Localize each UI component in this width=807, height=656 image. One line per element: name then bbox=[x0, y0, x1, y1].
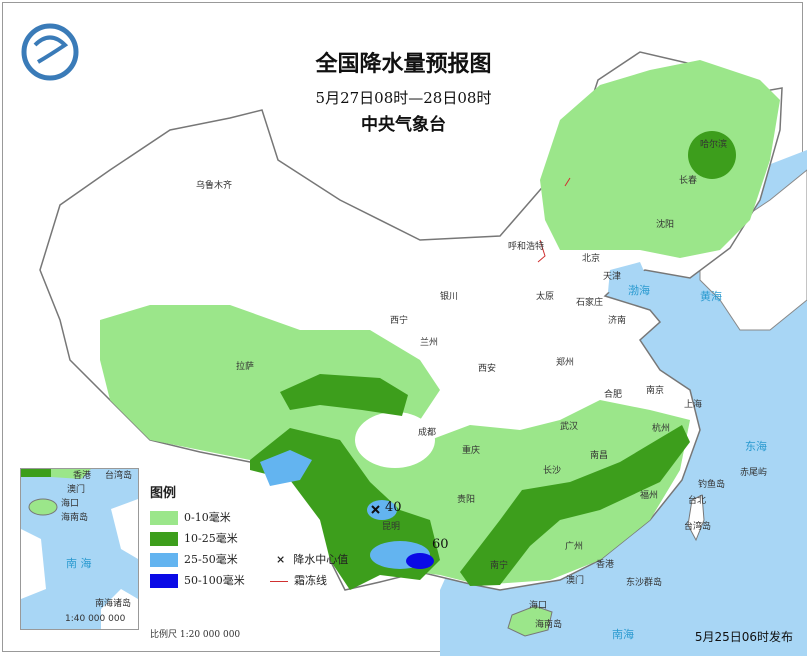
city-label: 台北 bbox=[688, 496, 707, 506]
city-label: 长沙 bbox=[543, 466, 562, 476]
legend-label: 霜冻线 bbox=[294, 574, 327, 587]
city-label: 呼和浩特 bbox=[508, 242, 545, 252]
legend-label: 50-100毫米 bbox=[184, 574, 245, 587]
city-label: 乌鲁木齐 bbox=[196, 181, 233, 191]
legend-item: 50-100毫米 bbox=[150, 573, 245, 589]
city-label: 拉萨 bbox=[236, 362, 255, 372]
city-label: 海口 bbox=[529, 601, 548, 611]
city-label: 东沙群岛 bbox=[626, 578, 663, 588]
inset-sea-label: 南 海 bbox=[66, 557, 92, 570]
south-china-sea-inset: 香港 台湾岛 澳门 海口 海南岛 南 海 南海诸岛 1:40 000 000 bbox=[20, 468, 139, 630]
dry-gap-sichuan bbox=[355, 412, 435, 468]
legend-swatch bbox=[150, 532, 178, 546]
city-label: 钓鱼岛 bbox=[698, 480, 726, 490]
legend-frost-line: 霜冻线 bbox=[270, 573, 327, 589]
city-label: 长春 bbox=[679, 176, 698, 186]
forecast-period: 5月27日08时—28日08时 bbox=[315, 89, 492, 107]
rain-center-value: 40 bbox=[385, 500, 402, 515]
city-label: 赤尾屿 bbox=[740, 468, 768, 478]
sea-label: 南海 bbox=[612, 628, 634, 641]
city-label: 福州 bbox=[640, 491, 659, 501]
city-label: 海南岛 bbox=[535, 620, 563, 630]
legend-label: 降水中心值 bbox=[293, 553, 349, 566]
rain-10-25-harbin bbox=[688, 131, 736, 179]
inset-scale: 1:40 000 000 bbox=[65, 614, 126, 624]
hainan-island bbox=[507, 605, 553, 637]
legend-label: 10-25毫米 bbox=[184, 532, 238, 545]
city-label: 上海 bbox=[684, 400, 703, 410]
frost-line bbox=[537, 177, 571, 263]
city-label: 南京 bbox=[646, 386, 665, 396]
inset-map bbox=[21, 469, 138, 629]
inset-name: 南海诸岛 bbox=[95, 599, 132, 609]
rain-25-50-tibet bbox=[260, 450, 312, 486]
city-label: 济南 bbox=[608, 316, 627, 326]
rain-50-100-yunnan-south bbox=[406, 553, 434, 569]
rain-center-value: 60 bbox=[432, 537, 449, 552]
legend-swatch bbox=[150, 511, 178, 525]
inset-label: 海南岛 bbox=[61, 513, 89, 523]
rain-10-25-southeast-band bbox=[460, 425, 690, 586]
city-label: 沈阳 bbox=[656, 220, 675, 230]
legend: 图例 0-10毫米 10-25毫米 25-50毫米 50-100毫米 × 降水中心值 … bbox=[150, 486, 350, 596]
city-label: 南昌 bbox=[590, 451, 609, 461]
inset-label: 台湾岛 bbox=[105, 471, 133, 481]
city-label: 哈尔滨 bbox=[700, 140, 728, 150]
legend-item: 25-50毫米 bbox=[150, 552, 238, 568]
legend-center-marker: × 降水中心值 bbox=[276, 552, 348, 568]
inset-label: 澳门 bbox=[67, 485, 86, 495]
rain-0-10-northeast bbox=[540, 60, 780, 258]
rain-center-marker-icon bbox=[371, 505, 380, 514]
issuer: 中央气象台 bbox=[361, 115, 446, 135]
inset-label: 香港 bbox=[73, 471, 92, 481]
city-label: 贵阳 bbox=[457, 495, 476, 505]
sea-label: 黄海 bbox=[700, 290, 722, 303]
city-label: 重庆 bbox=[462, 446, 481, 456]
city-label: 石家庄 bbox=[576, 298, 604, 308]
city-label: 西安 bbox=[478, 364, 497, 374]
map-title: 全国降水量预报图 bbox=[315, 51, 492, 77]
legend-item: 10-25毫米 bbox=[150, 531, 238, 547]
city-label: 银川 bbox=[440, 292, 459, 302]
city-label: 香港 bbox=[596, 560, 615, 570]
taiwan-island bbox=[687, 494, 705, 542]
city-label: 杭州 bbox=[652, 424, 671, 434]
legend-title: 图例 bbox=[150, 486, 177, 501]
bohai-sea bbox=[608, 262, 650, 300]
city-label: 太原 bbox=[536, 292, 555, 302]
frost-line-icon bbox=[270, 580, 288, 582]
map-scale: 比例尺 1:20 000 000 bbox=[150, 630, 241, 640]
city-label: 昆明 bbox=[382, 522, 401, 532]
legend-item: 0-10毫米 bbox=[150, 510, 231, 526]
inset-label: 海口 bbox=[61, 499, 80, 509]
city-label: 成都 bbox=[418, 428, 437, 438]
city-label: 台湾岛 bbox=[684, 522, 712, 532]
city-label: 南宁 bbox=[490, 561, 509, 571]
rain-25-50-kunming-north bbox=[367, 500, 397, 520]
legend-swatch bbox=[150, 574, 178, 588]
city-label: 广州 bbox=[565, 542, 584, 552]
legend-label: 0-10毫米 bbox=[184, 511, 231, 524]
cma-logo-icon bbox=[21, 23, 79, 81]
city-label: 武汉 bbox=[560, 422, 579, 432]
city-label: 郑州 bbox=[556, 358, 575, 368]
korea-japan-land bbox=[699, 169, 807, 331]
issue-time: 5月25日06时发布 bbox=[694, 630, 793, 644]
legend-swatch bbox=[150, 553, 178, 567]
cross-marker-icon: × bbox=[276, 553, 286, 566]
city-label: 天津 bbox=[603, 272, 622, 282]
rain-10-25-tibet bbox=[280, 374, 408, 416]
sea-label: 东海 bbox=[745, 440, 767, 453]
city-label: 兰州 bbox=[420, 338, 439, 348]
city-label: 合肥 bbox=[604, 390, 623, 400]
legend-label: 25-50毫米 bbox=[184, 553, 238, 566]
city-label: 澳门 bbox=[566, 576, 585, 586]
sea-label: 渤海 bbox=[628, 284, 650, 297]
city-label: 北京 bbox=[582, 254, 601, 264]
city-label: 西宁 bbox=[390, 316, 409, 326]
